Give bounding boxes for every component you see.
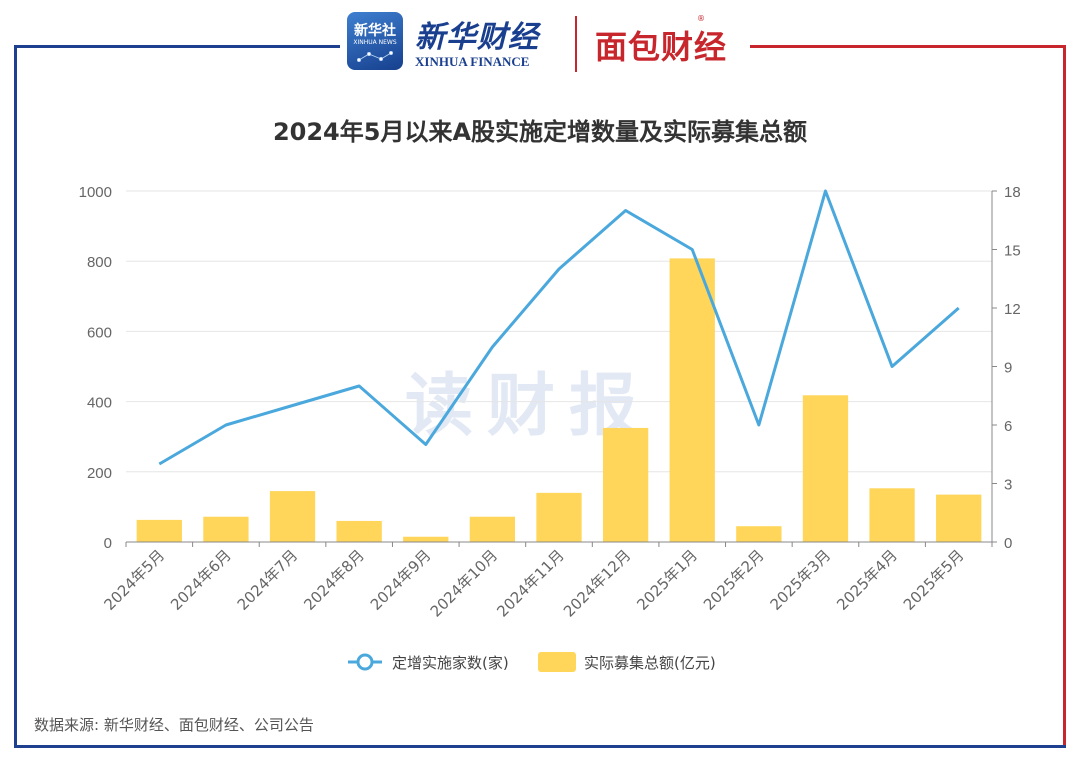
data-source: 数据来源: 新华财经、面包财经、公司公告 — [34, 716, 314, 734]
right-tick-label: 0 — [1004, 535, 1012, 552]
watermark: 读财报 — [405, 367, 652, 446]
xinhua-badge-en: XINHUA NEWS — [353, 39, 397, 46]
frame-bottom — [14, 745, 1066, 748]
x-tick-label: 2024年10月 — [427, 546, 501, 620]
legend-bar-label: 实际募集总额(亿元) — [584, 654, 716, 672]
left-tick-label: 1000 — [79, 184, 112, 201]
bar — [469, 516, 516, 542]
bar — [269, 491, 316, 542]
bar — [136, 519, 182, 542]
registered-mark: ® — [697, 14, 705, 23]
x-tick-label: 2025年5月 — [900, 546, 968, 614]
brand-en: XINHUA FINANCE — [415, 54, 530, 69]
bar — [869, 488, 915, 542]
x-tick-label: 2024年12月 — [560, 546, 634, 620]
x-tick-label: 2025年2月 — [700, 546, 768, 614]
left-tick-label: 800 — [87, 254, 112, 271]
bar — [936, 494, 982, 542]
x-tick-label: 2025年4月 — [833, 546, 901, 614]
frame-right — [750, 45, 1066, 748]
x-tick-label: 2024年6月 — [167, 546, 235, 614]
right-tick-label: 15 — [1004, 243, 1021, 260]
x-tick-label: 2024年7月 — [234, 546, 302, 614]
bar — [203, 516, 249, 542]
bar — [403, 536, 449, 542]
left-tick-label: 600 — [87, 324, 112, 341]
x-tick-label: 2024年8月 — [300, 546, 368, 614]
bar — [736, 526, 782, 542]
bar — [536, 492, 582, 542]
chart-title: 2024年5月以来A股实施定增数量及实际募集总额 — [272, 118, 808, 146]
right-tick-label: 9 — [1004, 360, 1012, 377]
x-tick-label: 2024年9月 — [367, 546, 435, 614]
legend-line-label: 定增实施家数(家) — [392, 654, 509, 672]
network-icon — [357, 50, 394, 62]
x-tick-label: 2024年5月 — [100, 546, 168, 614]
bar — [336, 520, 382, 542]
left-tick-label: 400 — [87, 395, 112, 412]
right-tick-label: 12 — [1004, 301, 1021, 318]
right-tick-label: 18 — [1004, 184, 1021, 201]
x-tick-label: 2025年1月 — [633, 546, 701, 614]
header-divider — [575, 16, 577, 72]
bar — [602, 427, 649, 542]
partner-logo: 面包财经 — [595, 28, 728, 66]
header: 新华社 XINHUA NEWS 新华财经 XINHUA FINANCE 面包财经… — [345, 10, 745, 74]
right-tick-label: 3 — [1004, 477, 1012, 494]
bar — [669, 258, 715, 542]
right-tick-label: 6 — [1004, 418, 1012, 435]
x-tick-label: 2025年3月 — [767, 546, 835, 614]
left-tick-label: 200 — [87, 465, 112, 482]
legend-bar-swatch — [538, 652, 576, 672]
x-tick-label: 2024年11月 — [493, 546, 567, 620]
legend-line-marker — [356, 653, 374, 671]
xinhua-badge-cn: 新华社 — [354, 23, 396, 39]
bar — [802, 395, 849, 542]
series-line — [158, 189, 960, 466]
left-tick-label: 0 — [104, 535, 112, 552]
brand-cn: 新华财经 — [415, 20, 539, 55]
xinhua-logo: 新华社 XINHUA NEWS — [347, 12, 403, 70]
